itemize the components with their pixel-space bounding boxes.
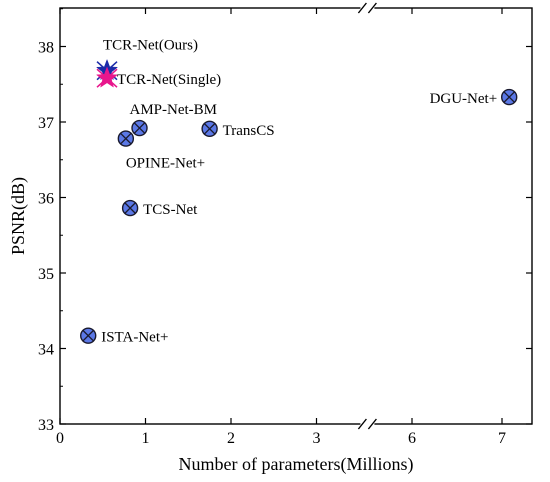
tcs-net-label: TCS-Net xyxy=(143,202,198,218)
y-tick-label-33: 33 xyxy=(38,417,54,434)
transcs-label: TransCS xyxy=(223,123,275,139)
amp-net-bm-marker-cross xyxy=(133,122,146,134)
x-tick-label-2: 2 xyxy=(227,430,235,447)
y-tick-label-36: 36 xyxy=(38,191,54,208)
y-tick-label-38: 38 xyxy=(38,40,54,57)
x-tick-label-1: 1 xyxy=(142,430,150,447)
x-axis-label: Number of parameters(Millions) xyxy=(179,454,414,475)
y-tick-label-34: 34 xyxy=(38,342,54,359)
transcs-marker-cross xyxy=(203,123,216,135)
tcr-net-single-label: TCR-Net(Single) xyxy=(117,72,221,88)
axis-break-mark xyxy=(367,418,377,430)
amp-net-bm-label: AMP-Net-BM xyxy=(130,102,218,118)
x-tick-label-7: 7 xyxy=(498,430,506,447)
axis-break-mark xyxy=(357,418,367,430)
top-axis-break-gap xyxy=(360,2,375,14)
tcr-net-ours-label: TCR-Net(Ours) xyxy=(103,38,198,54)
plot-frame xyxy=(59,7,533,425)
axis-break-mark xyxy=(357,2,367,14)
dgu-net-marker-cross xyxy=(503,91,515,103)
y-axis-label: PSNR(dB) xyxy=(8,177,29,255)
ista-net-label: ISTA-Net+ xyxy=(101,330,168,346)
axis-break-mark xyxy=(367,2,377,14)
ista-net-marker-cross xyxy=(82,329,94,342)
dgu-net-label: DGU-Net+ xyxy=(430,91,498,107)
opine-net-marker-cross xyxy=(120,132,132,145)
tcr-net-single-marker-cross xyxy=(96,68,118,88)
x-tick-label-3: 3 xyxy=(313,430,321,447)
tcs-net-marker-cross xyxy=(124,202,136,214)
x-tick-label-0: 0 xyxy=(56,430,64,447)
opine-net-label: OPINE-Net+ xyxy=(126,156,205,172)
x-tick-label-6: 6 xyxy=(408,430,416,447)
y-tick-label-37: 37 xyxy=(38,115,54,132)
bottom-axis-break-gap xyxy=(360,418,375,430)
y-tick-label-35: 35 xyxy=(38,266,54,283)
